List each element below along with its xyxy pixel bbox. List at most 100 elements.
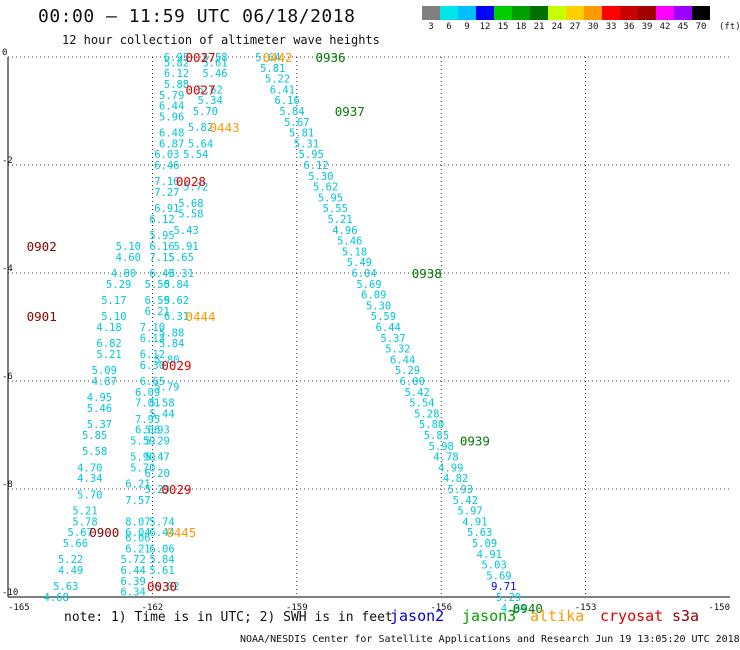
wave-height-value: 5.28 [414, 408, 439, 420]
wave-height-value: 5.44 [149, 408, 174, 420]
wave-height-value: 5.10 [116, 241, 141, 253]
wave-height-value: 4.99 [438, 462, 463, 474]
pass-time-label: 0029 [161, 358, 191, 373]
pass-time-label: 0443 [210, 120, 240, 135]
legend-label: 9 [464, 22, 470, 32]
wave-height-value: 5.30 [308, 171, 333, 183]
legend-label: 18 [515, 22, 527, 32]
pass-time-label: 0936 [315, 50, 345, 65]
pass-time-label: 0901 [27, 309, 57, 324]
pass-time-label: 0937 [335, 104, 365, 119]
wave-height-value: 6.13 [140, 333, 165, 345]
wave-height-value: 6.16 [275, 95, 300, 107]
page-title: 00:00 – 11:59 UTC 06/18/2018 [38, 6, 356, 27]
legend-swatch [476, 6, 494, 20]
wave-height-value: 5.22 [58, 554, 83, 566]
wave-height-value: 5.29 [395, 365, 420, 377]
pass-time-label: 0938 [412, 266, 442, 281]
legend-label: 6 [446, 22, 452, 32]
wave-height-value: 5.93 [448, 484, 473, 496]
x-tick-label: -159 [286, 603, 308, 613]
wave-height-value: 4.34 [77, 473, 102, 485]
wave-height-value: 5.95 [149, 230, 174, 242]
legend-swatch [692, 6, 710, 20]
wave-height-value: 6.48 [159, 128, 184, 140]
wave-height-value: 5.85 [82, 430, 107, 442]
wave-height-value: 5.97 [457, 506, 482, 518]
x-tick-label: -156 [430, 603, 452, 613]
wave-height-value: 4.78 [433, 452, 458, 464]
wave-height-value: 5.78 [72, 516, 97, 528]
wave-height-value: 5.72 [120, 554, 145, 566]
wave-height-value: 6.44 [120, 565, 145, 577]
wave-height-value: 5.47 [145, 452, 170, 464]
wave-height-value: 6.82 [96, 338, 121, 350]
wave-height-value: 5.67 [284, 117, 309, 129]
wave-height-value: 5.88 [164, 79, 189, 91]
legend-label: 39 [641, 22, 653, 32]
wave-height-value: 5.49 [347, 257, 372, 269]
wave-height-value: 5.69 [356, 279, 381, 291]
wave-height-value: 5.72 [183, 182, 208, 194]
wave-height-value: 5.46 [337, 236, 362, 248]
wave-height-value: 5.46 [202, 68, 227, 80]
wave-height-value: 7.10 [140, 322, 165, 334]
wave-height-value: 5.55 [323, 203, 348, 215]
legend-swatch [584, 6, 602, 20]
pass-time-label: 0900 [89, 525, 119, 540]
pass-time-label: 0028 [176, 174, 206, 189]
wave-height-value: 5.62 [164, 295, 189, 307]
wave-height-value: 7.16 [154, 176, 179, 188]
pass-time-label: 0940 [513, 601, 543, 616]
wave-height-value: 5.67 [68, 527, 93, 539]
legend-swatch [674, 6, 692, 20]
wave-height-value: 5.63 [467, 527, 492, 539]
wave-height-value: 6.09 [135, 387, 160, 399]
pass-time-label: 0027 [185, 82, 215, 97]
wave-height-value: 5.58 [149, 398, 174, 410]
wave-height-value: 6.59 [145, 295, 170, 307]
legend-label: 70 [695, 22, 707, 32]
wave-height-value: 6.00 [400, 376, 425, 388]
wave-height-value: 5.32 [385, 344, 410, 356]
wave-height-value: 5.29 [145, 484, 170, 496]
legend-swatch [638, 6, 656, 20]
y-tick-label: -10 [2, 588, 18, 598]
wave-height-value: 6.43 [149, 268, 174, 280]
wave-height-value: 6.44 [376, 322, 401, 334]
wave-height-value: 7.01 [135, 398, 160, 410]
wave-height-value: 4.70 [77, 462, 102, 474]
wave-height-value: 5.66 [63, 538, 88, 550]
wave-height-value: 6.02 [154, 581, 179, 593]
legend-swatch [440, 6, 458, 20]
satellite-label-jason2: jason2 [390, 607, 445, 625]
credit-line: NOAA/NESDIS Center for Satellite Applica… [240, 634, 740, 645]
wave-height-value: 6.44 [149, 527, 174, 539]
wave-height-value: 5.82 [188, 122, 213, 134]
wave-height-value: 5.42 [404, 387, 429, 399]
color-scale-unit: (ft) [719, 22, 740, 32]
wave-height-value: 6.46 [154, 160, 179, 172]
wave-height-value: 6.65 [140, 376, 165, 388]
wave-height-value: 6.95 [164, 52, 189, 64]
legend-swatch [422, 6, 440, 20]
wave-height-value: 6.21 [125, 479, 150, 491]
wave-height-value: 5.91 [173, 241, 198, 253]
legend-swatch [656, 6, 674, 20]
wave-height-value: 6.06 [125, 533, 150, 545]
y-tick-label: -4 [2, 264, 13, 274]
satellite-label-altika: altika [530, 607, 585, 625]
wave-height-value: 5.58 [82, 446, 107, 458]
wave-height-value: 4.91 [462, 516, 487, 528]
wave-height-value: 5.61 [202, 57, 227, 69]
wave-height-value: 4.60 [116, 252, 141, 264]
legend-swatch [602, 6, 620, 20]
y-tick-label: 0 [2, 48, 7, 58]
wave-height-value: 4.87 [92, 376, 117, 388]
pass-time-label: 0027 [185, 50, 215, 65]
color-scale-labels: 3 6 9 12 15 18 21 24 27 30 33 36 39 42 45 70 [422, 22, 710, 32]
wave-height-value: 5.70 [77, 489, 102, 501]
wave-height-value: 5.21 [72, 506, 97, 518]
wave-height-value: 6.44 [390, 354, 415, 366]
wave-height-value: 5.54 [183, 149, 208, 161]
